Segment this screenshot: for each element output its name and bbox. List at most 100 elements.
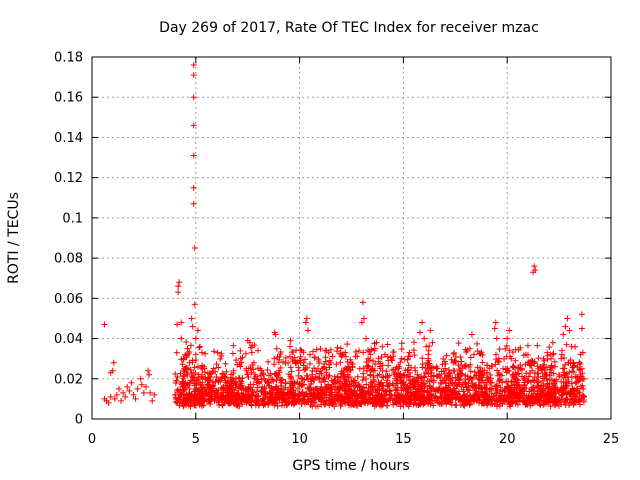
data-point	[386, 392, 393, 399]
data-point	[299, 389, 306, 396]
data-point	[384, 353, 391, 360]
data-point	[535, 385, 542, 392]
data-point	[369, 392, 376, 399]
data-point	[195, 386, 202, 393]
data-point	[124, 383, 131, 390]
data-point	[296, 397, 303, 404]
data-point	[107, 393, 114, 400]
data-point	[190, 152, 197, 159]
data-point	[561, 365, 568, 372]
data-point	[325, 398, 332, 405]
data-point	[522, 351, 529, 358]
data-point	[491, 325, 498, 332]
data-point	[560, 331, 567, 338]
data-point	[254, 396, 261, 403]
data-point	[183, 402, 190, 409]
data-point	[253, 375, 260, 382]
data-point	[331, 379, 338, 386]
data-point	[202, 376, 209, 383]
data-point	[302, 356, 309, 363]
data-point	[451, 368, 458, 375]
data-point	[504, 335, 511, 342]
data-point	[250, 359, 257, 366]
data-point	[506, 368, 513, 375]
data-point	[333, 361, 340, 368]
data-point	[173, 398, 180, 405]
data-point	[186, 385, 193, 392]
data-point	[532, 267, 539, 274]
y-tick-label: 0.1	[62, 211, 83, 226]
data-point	[440, 355, 447, 362]
data-point	[401, 396, 408, 403]
data-point	[508, 355, 515, 362]
data-point	[366, 348, 373, 355]
data-point	[285, 391, 292, 398]
data-point	[306, 384, 313, 391]
data-point	[314, 403, 321, 410]
data-point	[298, 347, 305, 354]
data-point	[579, 370, 586, 377]
data-point	[384, 374, 391, 381]
data-point	[423, 343, 430, 350]
data-point	[252, 392, 259, 399]
data-point	[576, 367, 583, 374]
data-point	[311, 354, 318, 361]
data-point	[559, 391, 566, 398]
data-point	[460, 402, 467, 409]
data-point	[546, 381, 553, 388]
data-point	[204, 381, 211, 388]
data-point	[508, 384, 515, 391]
data-point	[365, 362, 372, 369]
data-point	[542, 373, 549, 380]
data-point	[452, 396, 459, 403]
data-point	[476, 382, 483, 389]
y-tick-label: 0.02	[54, 372, 83, 387]
data-point	[428, 392, 435, 399]
data-point	[419, 385, 426, 392]
data-point	[456, 366, 463, 373]
x-tick-label: 0	[88, 432, 96, 447]
data-point	[531, 263, 538, 270]
data-point	[524, 398, 531, 405]
data-point	[576, 359, 583, 366]
data-point	[269, 391, 276, 398]
data-point	[326, 372, 333, 379]
data-point	[402, 367, 409, 374]
data-point	[346, 374, 353, 381]
data-point	[130, 391, 137, 398]
data-point	[426, 382, 433, 389]
data-point	[244, 371, 251, 378]
data-point	[179, 400, 186, 407]
data-point	[259, 370, 266, 377]
data-point	[275, 359, 282, 366]
data-point	[299, 381, 306, 388]
data-point	[363, 367, 370, 374]
data-point	[580, 385, 587, 392]
data-point	[445, 397, 452, 404]
data-point	[347, 356, 354, 363]
data-point	[466, 376, 473, 383]
data-point	[518, 388, 525, 395]
data-point	[113, 391, 120, 398]
data-point	[517, 344, 524, 351]
data-point	[360, 315, 367, 322]
data-point	[406, 349, 413, 356]
data-point	[230, 342, 237, 349]
data-point	[174, 374, 181, 381]
data-point	[578, 365, 585, 372]
data-point	[570, 359, 577, 366]
data-point	[214, 349, 221, 356]
data-point	[524, 378, 531, 385]
data-point	[548, 362, 555, 369]
data-point	[421, 335, 428, 342]
data-point	[344, 393, 351, 400]
data-point	[564, 374, 571, 381]
data-point	[543, 364, 550, 371]
data-point	[344, 341, 351, 348]
data-point	[242, 350, 249, 357]
data-point	[496, 346, 503, 353]
data-point	[336, 389, 343, 396]
data-point	[379, 395, 386, 402]
data-point	[393, 387, 400, 394]
data-point	[205, 375, 212, 382]
